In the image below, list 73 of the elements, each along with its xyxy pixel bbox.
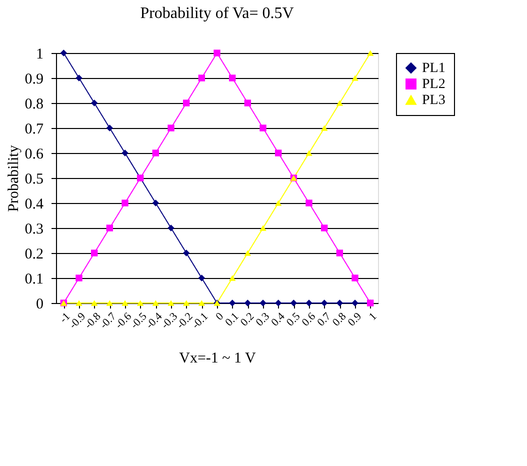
point [168, 300, 174, 306]
point [152, 150, 160, 156]
point [106, 224, 114, 232]
point [90, 250, 98, 256]
point [106, 300, 114, 306]
point [336, 100, 344, 106]
y-tick-label: 0.7 [24, 122, 44, 138]
point [90, 300, 98, 306]
point [260, 124, 266, 132]
x-tick-label: -0.6 [113, 310, 134, 332]
legend-label: PL2 [422, 77, 446, 92]
point [122, 150, 128, 156]
x-tick-label: -1 [58, 310, 73, 326]
point [168, 124, 174, 132]
point [320, 125, 328, 131]
point [274, 150, 282, 156]
point [290, 300, 298, 306]
point [352, 300, 358, 306]
point [182, 250, 190, 256]
point [244, 100, 252, 106]
point [228, 300, 236, 306]
y-tick-label: 0.2 [24, 246, 44, 262]
point [260, 225, 266, 231]
point [366, 50, 374, 56]
point [152, 300, 160, 306]
point [244, 300, 252, 306]
point [90, 100, 98, 106]
point [320, 300, 328, 306]
point [198, 74, 206, 82]
point [122, 300, 128, 306]
y-axis-title: Probability [6, 144, 22, 212]
y-tick-label: 0 [36, 296, 44, 312]
point [320, 224, 328, 232]
legend-label: PL3 [422, 93, 446, 108]
y-tick-label: 0.3 [24, 222, 44, 238]
point [198, 300, 206, 306]
point [260, 300, 266, 306]
point [274, 200, 282, 206]
point [106, 124, 114, 132]
point [198, 274, 206, 282]
y-tick-label: 0.1 [24, 272, 44, 288]
point [352, 274, 358, 282]
point [244, 250, 252, 256]
point [306, 300, 312, 306]
point [336, 250, 344, 256]
y-tick-label: 0.4 [24, 196, 44, 212]
point [76, 74, 82, 82]
point [76, 300, 82, 306]
point [182, 300, 190, 306]
y-tick-label: 1 [36, 46, 44, 62]
point [168, 224, 174, 232]
chart-title: Probability of Va= 0.5V [140, 5, 294, 22]
point [76, 274, 82, 282]
y-tick-label: 0.8 [24, 96, 44, 112]
x-axis-title: Vx=-1 ~ 1 V [179, 350, 256, 367]
point [228, 275, 236, 281]
legend-label: PL1 [422, 61, 446, 76]
point [306, 200, 312, 206]
point [182, 100, 190, 106]
x-tick-label: 1 [366, 310, 380, 323]
point [122, 200, 128, 206]
point [306, 150, 312, 156]
point [60, 50, 68, 56]
point [336, 300, 344, 306]
point [352, 75, 358, 81]
point [214, 50, 220, 56]
point [228, 74, 236, 82]
point [274, 300, 282, 306]
y-tick-label: 0.5 [24, 172, 44, 188]
y-tick-label: 0.6 [24, 146, 44, 162]
point [152, 200, 160, 206]
point [136, 300, 144, 306]
y-tick-label: 0.9 [24, 72, 44, 88]
